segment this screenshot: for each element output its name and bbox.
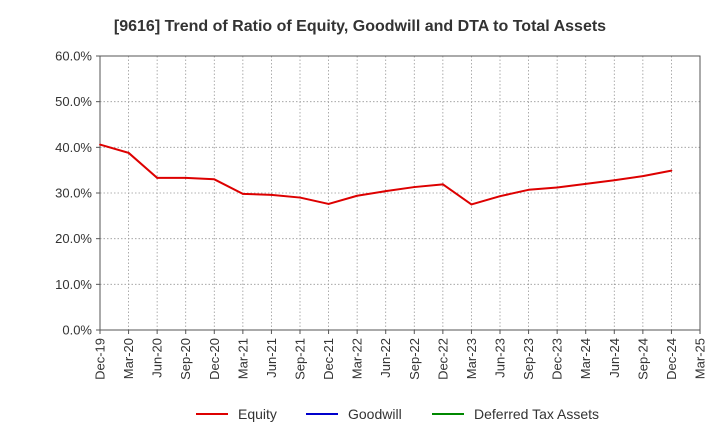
data-point [356, 194, 359, 197]
x-tick-label: Sep-23 [521, 338, 536, 380]
y-tick-label: 30.0% [55, 186, 92, 201]
x-tick-label: Mar-20 [121, 338, 136, 379]
data-point [299, 196, 301, 199]
x-tick-label: Dec-23 [550, 338, 565, 380]
x-tick-label: Sep-24 [635, 338, 650, 380]
data-point [184, 177, 187, 179]
legend-label-goodwill: Goodwill [348, 406, 402, 422]
data-point [670, 169, 673, 172]
data-point [527, 188, 530, 191]
legend-label-equity: Equity [238, 406, 277, 422]
data-point [499, 195, 501, 198]
y-tick-label: 50.0% [55, 94, 92, 109]
data-point [556, 186, 559, 189]
x-tick-label: Dec-20 [207, 338, 222, 380]
data-point [613, 179, 616, 182]
x-tick-label: Dec-22 [435, 338, 450, 380]
chart-title: [9616] Trend of Ratio of Equity, Goodwil… [114, 18, 606, 35]
x-tick-label: Dec-21 [321, 338, 336, 380]
data-point [441, 183, 444, 186]
data-point [213, 178, 216, 181]
data-point [641, 175, 644, 178]
plot-frame [99, 55, 701, 331]
data-point [470, 203, 473, 206]
data-point [584, 182, 587, 185]
x-tick-label: Sep-22 [407, 338, 422, 380]
data-point [156, 177, 159, 179]
x-tick-label: Jun-21 [264, 338, 279, 378]
y-tick-label: 40.0% [55, 140, 92, 155]
x-tick-label: Jun-24 [607, 338, 622, 378]
x-tick-label: Sep-20 [178, 338, 193, 380]
y-tick-label: 10.0% [55, 277, 92, 292]
y-tick-label: 0.0% [62, 323, 92, 338]
y-axis-ticks: 0.0% 10.0% 20.0% 30.0% 40.0% 50.0% 60.0% [55, 49, 100, 338]
x-tick-label: Dec-24 [664, 338, 679, 380]
x-tick-label: Mar-22 [350, 338, 365, 379]
x-tick-label: Jun-22 [378, 338, 393, 378]
legend: Equity Goodwill Deferred Tax Assets [196, 406, 599, 422]
x-tick-label: Jun-23 [493, 338, 508, 378]
data-point [127, 151, 130, 154]
data-point [99, 143, 101, 146]
x-tick-label: Sep-21 [293, 338, 308, 380]
data-point [241, 193, 244, 195]
y-tick-label: 60.0% [55, 49, 92, 64]
y-tick-label: 20.0% [55, 231, 92, 246]
x-tick-label: Mar-24 [578, 338, 593, 379]
data-point [413, 186, 416, 188]
x-tick-label: Mar-21 [235, 338, 250, 379]
x-tick-label: Dec-19 [93, 338, 108, 380]
x-tick-label: Mar-25 [693, 338, 708, 379]
series-line-equity [99, 143, 672, 206]
data-point [327, 203, 330, 205]
x-tick-label: Jun-20 [150, 338, 165, 378]
x-tick-label: Mar-23 [464, 338, 479, 379]
series-lines [99, 143, 673, 206]
legend-label-deferred-tax-assets: Deferred Tax Assets [474, 406, 599, 422]
data-point [384, 190, 387, 193]
grid [100, 56, 700, 330]
data-point [270, 193, 273, 196]
x-axis-ticks: Dec-19 Mar-20 Jun-20 Sep-20 Dec-20 Mar-21 Jun-… [93, 330, 708, 380]
